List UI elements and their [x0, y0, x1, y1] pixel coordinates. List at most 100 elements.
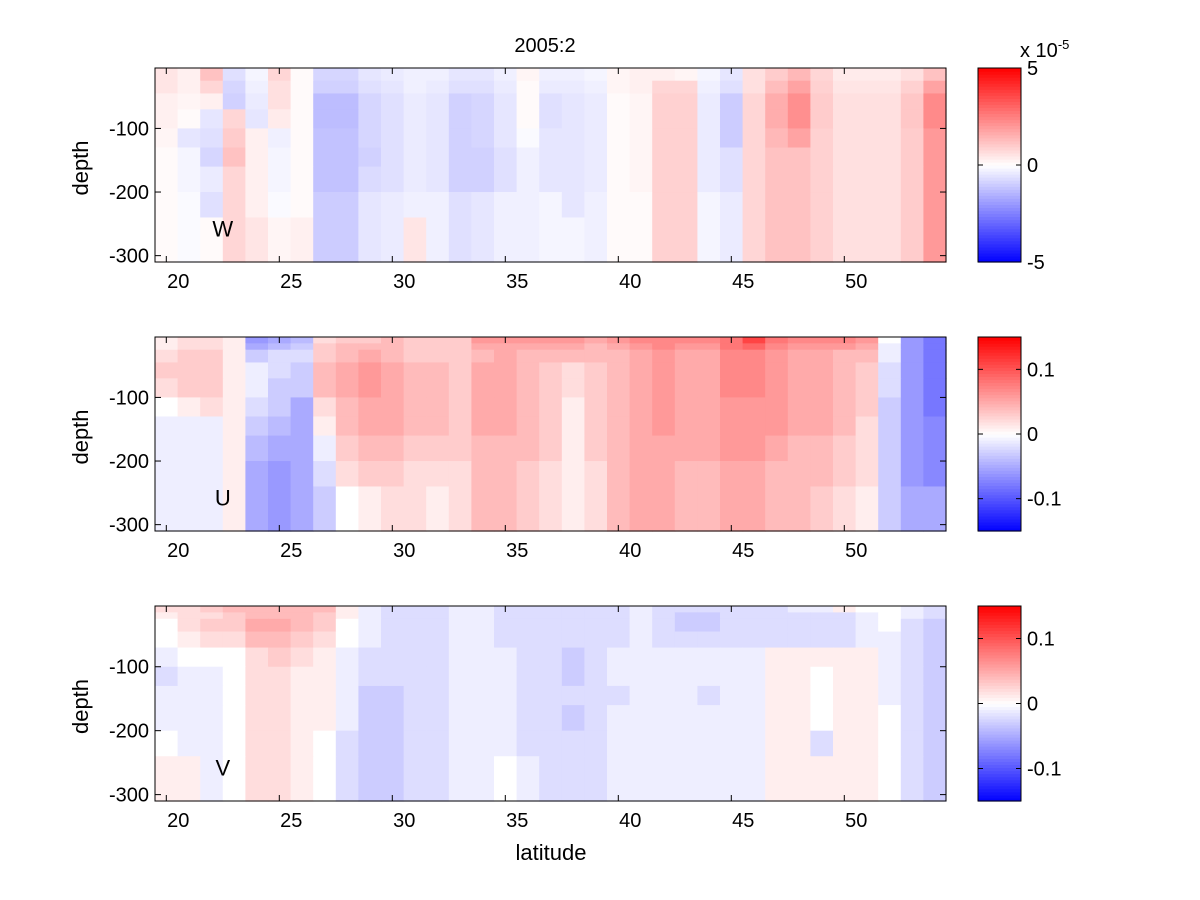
heatmap-cell: [358, 618, 382, 633]
colorbar-segment: [978, 618, 1021, 622]
colorbar-segment: [978, 609, 1021, 613]
heatmap-cell: [426, 397, 450, 418]
colorbar-exponent-label: x 10-5: [1020, 37, 1069, 62]
heatmap-cell: [720, 486, 744, 532]
heatmap-cell: [403, 93, 427, 110]
heatmap-cell: [426, 606, 450, 613]
heatmap-cell: [629, 705, 653, 732]
heatmap-cell: [177, 612, 201, 620]
heatmap-cell: [381, 435, 405, 462]
heatmap-cell: [222, 685, 246, 706]
x-tick-label: 25: [280, 271, 302, 293]
heatmap-cell: [426, 705, 450, 732]
colorbar-segment: [978, 679, 1021, 683]
heatmap-cell: [607, 343, 631, 351]
heatmap-cell: [923, 397, 947, 418]
heatmap-cell: [358, 705, 382, 732]
heatmap-cell: [742, 435, 766, 462]
heatmap-cell: [878, 606, 902, 613]
heatmap-cell: [177, 756, 201, 802]
colorbar-segment: [978, 697, 1021, 702]
heatmap-cell: [222, 730, 246, 757]
heatmap-cell: [561, 68, 585, 75]
heatmap-cell: [358, 756, 382, 802]
colorbar-segment: [978, 373, 1021, 378]
heatmap-cell: [403, 378, 427, 399]
heatmap-cell: [539, 74, 563, 82]
heatmap-cell: [629, 109, 653, 130]
heatmap-cell: [810, 705, 834, 732]
heatmap-cell: [426, 93, 450, 110]
heatmap-cell: [539, 416, 563, 437]
heatmap-cell: [787, 109, 811, 130]
heatmap-cell: [674, 166, 698, 193]
heatmap-cell: [222, 486, 246, 532]
heatmap-cell: [403, 80, 427, 95]
heatmap-cell: [155, 147, 179, 168]
heatmap-cell: [448, 349, 472, 364]
heatmap-cell: [584, 647, 608, 668]
heatmap-cell: [584, 435, 608, 462]
heatmap-cell: [765, 606, 789, 613]
heatmap-cell: [155, 397, 179, 418]
heatmap-cell: [471, 362, 495, 379]
colorbar-segment: [978, 243, 1021, 248]
heatmap-cell: [426, 435, 450, 462]
colorbar-segment: [978, 98, 1021, 102]
heatmap-cell: [787, 68, 811, 75]
heatmap-cell: [855, 128, 879, 149]
heatmap-cell: [494, 618, 518, 633]
heatmap-cell: [290, 80, 314, 95]
heatmap-cell: [358, 685, 382, 706]
colorbar-tick-label: -5: [1027, 252, 1045, 274]
heatmap-cell: [900, 378, 924, 399]
heatmap-cell: [855, 93, 879, 110]
colorbar-segment: [978, 740, 1021, 744]
panel-v: 20 25 30 35 40 45 50 -100 -200 -300 depth V 0.1 0 -0.1: [68, 605, 1061, 832]
heatmap-cell: [426, 166, 450, 193]
colorbar-segment: [978, 791, 1021, 796]
heatmap-cell: [900, 74, 924, 82]
heatmap-cell: [584, 349, 608, 364]
heatmap-cell: [742, 349, 766, 364]
heatmap-cell: [335, 730, 359, 757]
heatmap-cell: [268, 647, 292, 668]
heatmap-cell: [222, 756, 246, 802]
heatmap-cell: [878, 337, 902, 344]
heatmap-cell: [629, 192, 653, 219]
heatmap-cell: [516, 349, 540, 364]
heatmap-cell: [765, 416, 789, 437]
heatmap-cell: [607, 435, 631, 462]
heatmap-cell: [471, 666, 495, 687]
heatmap-cell: [494, 349, 518, 364]
heatmap-cell: [855, 378, 879, 399]
heatmap-cell: [674, 147, 698, 168]
colorbar-segment: [978, 755, 1021, 759]
heatmap-cell: [539, 343, 563, 351]
heatmap-cell: [335, 461, 359, 488]
heatmap-cell: [200, 416, 224, 437]
heatmap-cell: [855, 349, 879, 364]
colorbar-tick-label: -0.1: [1027, 759, 1061, 781]
heatmap-cell: [426, 68, 450, 75]
heatmap-cell: [539, 461, 563, 488]
heatmap-cell: [607, 362, 631, 379]
colorbar-segment: [978, 161, 1021, 166]
heatmap-cell: [177, 217, 201, 263]
heatmap-cell: [426, 756, 450, 802]
colorbar-segment: [978, 258, 1021, 263]
heatmap-cell: [923, 416, 947, 437]
colorbar-segment: [978, 249, 1021, 254]
heatmap-cell: [516, 756, 540, 802]
heatmap-cell: [426, 349, 450, 364]
heatmap-cell: [810, 461, 834, 488]
heatmap-cell: [720, 618, 744, 633]
heatmap-cell: [855, 166, 879, 193]
heatmap-cell: [697, 435, 721, 462]
heatmap-cell: [155, 618, 179, 633]
heatmap-cell: [787, 349, 811, 364]
heatmap-cell: [516, 612, 540, 620]
heatmap-cell: [652, 461, 676, 488]
heatmap-cell: [200, 128, 224, 149]
heatmap-cell: [494, 461, 518, 488]
